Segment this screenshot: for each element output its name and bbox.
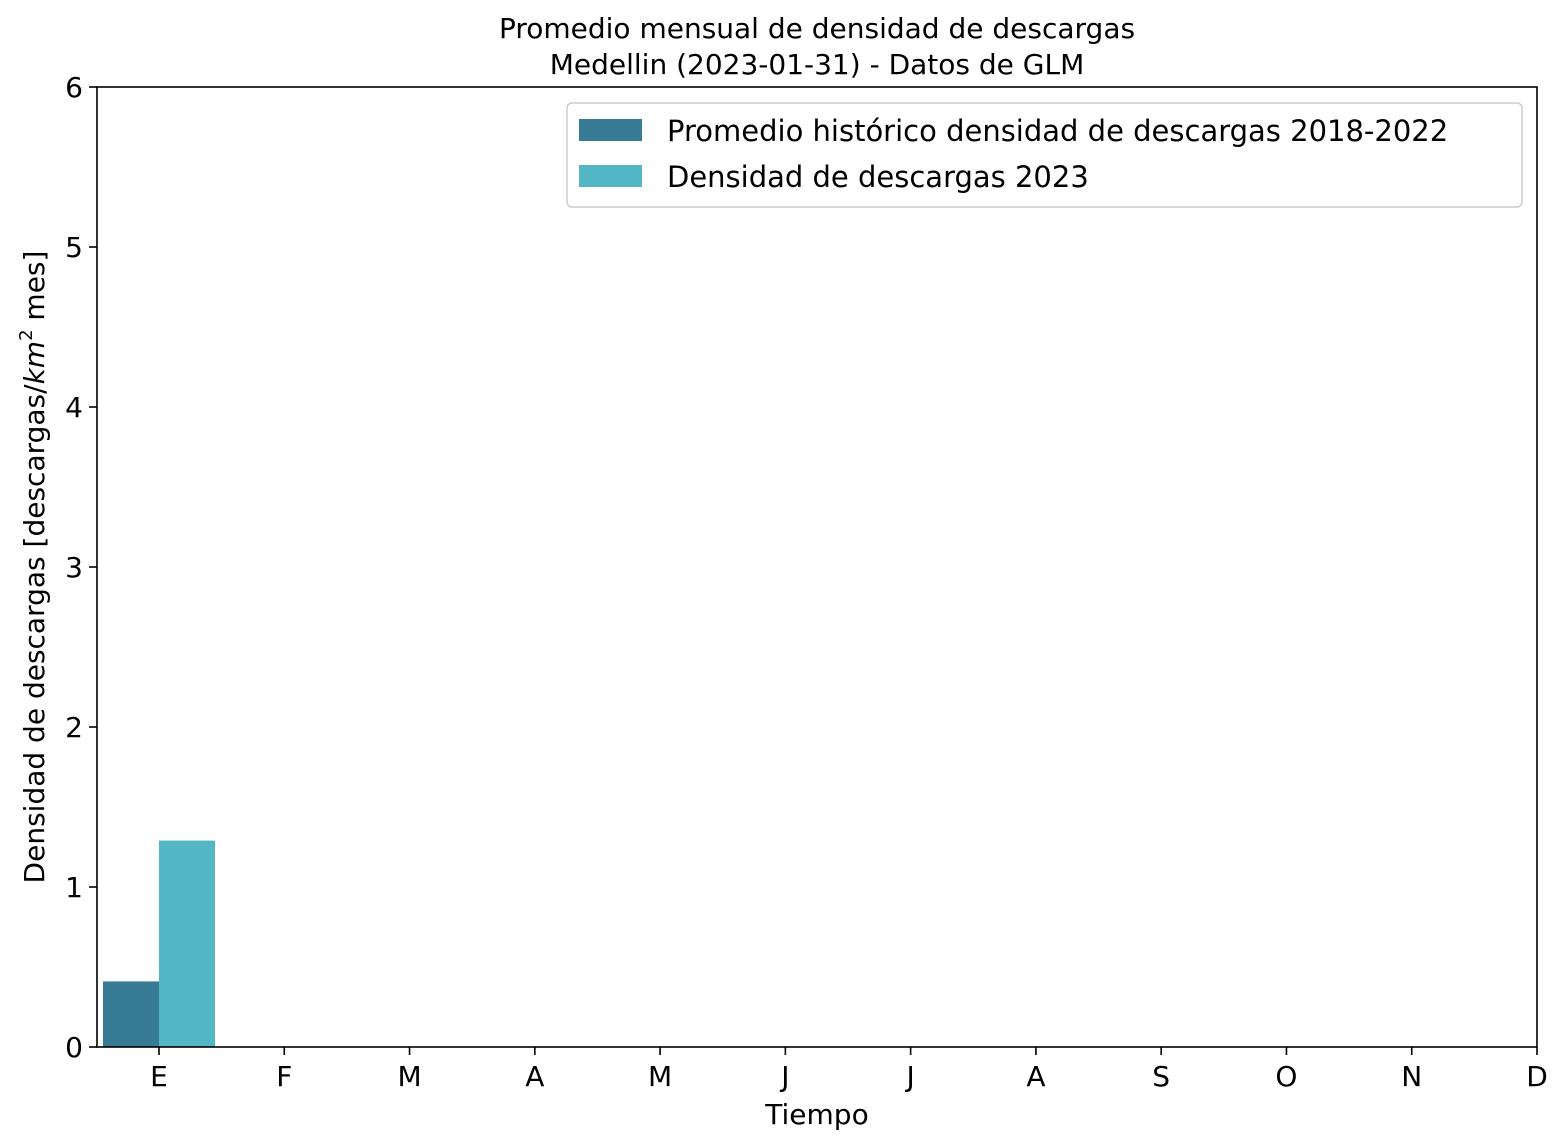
legend-swatch-2023 bbox=[579, 165, 642, 187]
chart-title: Promedio mensual de densidad de descarga… bbox=[499, 12, 1135, 45]
y-tick-label-4: 4 bbox=[65, 391, 83, 424]
y-tick-label-5: 5 bbox=[65, 231, 83, 264]
y-tick-label-6: 6 bbox=[65, 71, 83, 104]
y-axis-label: Densidad de descargas [descargas/km2 mes… bbox=[16, 251, 51, 884]
x-tick-label-11: D bbox=[1526, 1060, 1548, 1093]
y-tick-label-3: 3 bbox=[65, 551, 83, 584]
y-axis-label-exp: 2 bbox=[16, 329, 37, 340]
legend: Promedio histórico densidad de descargas… bbox=[566, 102, 1523, 208]
legend-box bbox=[566, 102, 1523, 208]
x-tick-label-1: F bbox=[276, 1060, 292, 1093]
bar-historic-0 bbox=[103, 981, 159, 1047]
x-tick-label-7: A bbox=[1026, 1060, 1045, 1093]
legend-label-historic: Promedio histórico densidad de descargas… bbox=[667, 114, 1448, 148]
plot-frame bbox=[96, 86, 1538, 1048]
x-tick-label-2: M bbox=[397, 1060, 421, 1093]
y-tick-label-0: 0 bbox=[65, 1031, 83, 1064]
y-axis-label-main: Densidad de descargas [descargas/ bbox=[18, 384, 51, 884]
x-tick-label-5: J bbox=[779, 1060, 789, 1093]
legend-label-2023: Densidad de descargas 2023 bbox=[667, 160, 1089, 194]
bars-layer bbox=[103, 840, 215, 1047]
y-axis-label-tail: mes] bbox=[18, 251, 51, 330]
x-tick-label-0: E bbox=[150, 1060, 168, 1093]
x-tick-label-6: J bbox=[905, 1060, 915, 1093]
legend-swatch-historic bbox=[579, 119, 642, 141]
y-axis-ticks: 0 1 2 3 4 5 6 bbox=[65, 71, 97, 1064]
x-tick-label-9: O bbox=[1275, 1060, 1297, 1093]
x-tick-label-8: S bbox=[1152, 1060, 1170, 1093]
x-tick-label-4: M bbox=[648, 1060, 672, 1093]
y-tick-label-2: 2 bbox=[65, 711, 83, 744]
x-axis-label: Tiempo bbox=[764, 1098, 868, 1131]
y-tick-label-1: 1 bbox=[65, 871, 83, 904]
x-tick-label-3: A bbox=[525, 1060, 544, 1093]
bar-2023-0 bbox=[159, 840, 215, 1047]
x-tick-label-10: N bbox=[1401, 1060, 1422, 1093]
chart-subtitle: Medellin (2023-01-31) - Datos de GLM bbox=[550, 48, 1085, 81]
y-axis-label-unit: km bbox=[18, 341, 51, 385]
